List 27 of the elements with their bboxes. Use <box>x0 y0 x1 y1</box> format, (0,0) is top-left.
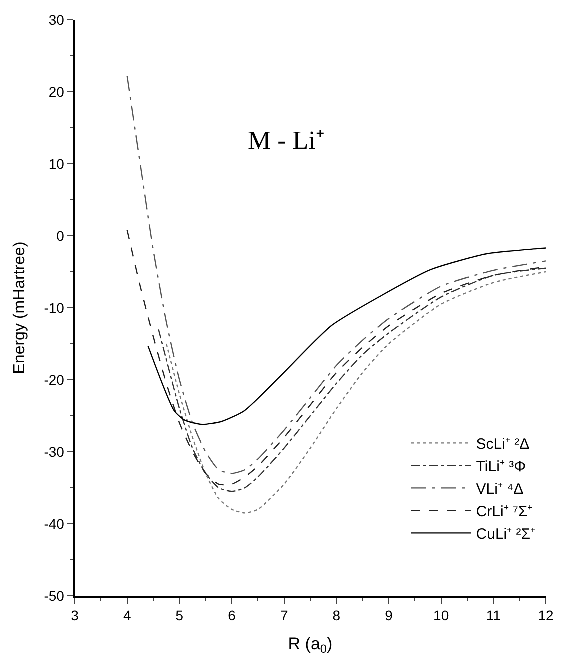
x-tick-label: 12 <box>538 608 554 624</box>
x-axis-title: R (a$_{0}$) <box>288 634 333 656</box>
x-tick-label: 11 <box>486 608 502 624</box>
y-tick-label: -10 <box>44 300 65 316</box>
x-tick-label: 8 <box>332 608 341 624</box>
y-tick-label: 0 <box>56 228 65 244</box>
x-tick-label: 9 <box>385 608 394 624</box>
y-tick-label: -50 <box>44 588 65 604</box>
legend-label: VLi⁺ ⁴Δ <box>476 481 524 498</box>
x-tick-label: 10 <box>434 608 450 624</box>
x-tick-label: 3 <box>71 608 80 624</box>
x-tick-label: 6 <box>228 608 236 624</box>
x-tick-label: 7 <box>280 608 288 624</box>
x-tick-label: 4 <box>123 608 132 624</box>
y-tick-label: -20 <box>44 372 65 388</box>
y-axis-title: Energy (mHartree) <box>12 242 29 374</box>
y-tick-label: 20 <box>48 84 65 100</box>
legend-label: ScLi⁺ ²Δ <box>476 436 530 454</box>
y-tick-label: -30 <box>44 444 65 460</box>
x-tick-label: 5 <box>176 608 184 624</box>
y-tick-label: -40 <box>44 516 65 532</box>
legend-label: TiLi⁺ ³Φ <box>476 458 526 476</box>
y-tick-label: 30 <box>48 12 65 28</box>
y-tick-label: 10 <box>48 156 65 172</box>
legend-label: CrLi⁺ ⁷Σ⁺ <box>476 504 533 521</box>
legend-label: CuLi⁺ ²Σ⁺ <box>476 526 536 544</box>
annotation: M - Li⁺ <box>248 126 325 155</box>
